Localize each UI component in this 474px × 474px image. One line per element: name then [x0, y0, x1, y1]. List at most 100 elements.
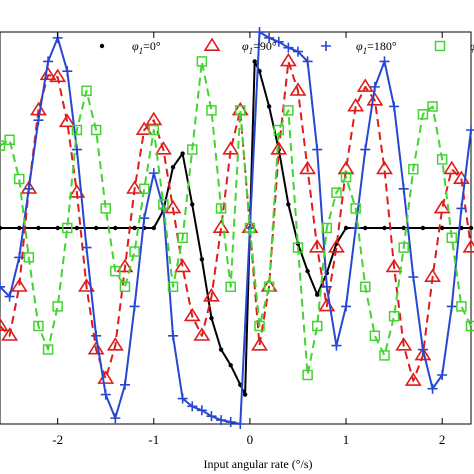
series-4-point — [129, 246, 140, 257]
series-3-point — [273, 36, 284, 47]
series-2-point — [424, 268, 441, 283]
series-4-point — [52, 301, 63, 312]
series-4-point — [33, 320, 44, 332]
series-2-point — [212, 219, 230, 233]
series-1-point — [74, 225, 80, 231]
series-4-point — [215, 203, 227, 214]
x-tick-label: -1 — [148, 432, 159, 447]
series-2 — [0, 52, 474, 386]
series-3-point — [360, 144, 371, 155]
series-3-point — [129, 301, 140, 312]
series-1-point — [199, 257, 205, 262]
series-1-point — [190, 202, 195, 207]
series-4-point — [235, 105, 246, 116]
legend-entry-1: φ1=0° — [99, 39, 161, 56]
series-3-point — [466, 125, 474, 135]
series-1-point — [305, 268, 310, 274]
series-3-point — [283, 42, 294, 53]
series-1-point — [401, 225, 406, 231]
series-2-point — [433, 199, 451, 214]
x-tick-label: -2 — [52, 432, 63, 447]
series-3-point — [408, 272, 419, 282]
series-2-point — [39, 66, 57, 81]
series-4-point — [292, 242, 304, 253]
series-2-point — [58, 113, 76, 128]
series-2-point — [356, 78, 374, 92]
x-tick-label: 0 — [247, 432, 254, 447]
series-4-point — [388, 310, 400, 322]
series-4-line — [0, 60, 472, 376]
series-2-point — [289, 82, 307, 96]
series-4-point — [148, 124, 160, 136]
series-1-point — [343, 225, 349, 231]
series-4-point — [408, 163, 419, 175]
series-2-point — [270, 141, 288, 155]
series-4-point — [110, 265, 121, 277]
series-4-point — [100, 203, 111, 214]
series-4-point — [4, 134, 15, 146]
series-2-point — [404, 372, 422, 386]
series-3-point — [312, 144, 323, 155]
series-1-point — [286, 202, 291, 207]
series-3-point — [4, 291, 15, 302]
series-2-point — [462, 239, 474, 253]
series-1-point — [218, 347, 224, 352]
legend-label: φ1=0° — [132, 39, 161, 56]
series-2-point — [116, 258, 134, 273]
series-4-point — [446, 232, 458, 244]
series-4-point — [350, 203, 361, 214]
series-3-point — [225, 417, 236, 428]
series-1-point — [0, 225, 3, 231]
series-1-point — [36, 225, 41, 231]
series-1-point — [209, 315, 214, 321]
series-3-point — [62, 66, 73, 77]
series-layer — [0, 27, 474, 429]
series-1-point — [180, 151, 185, 156]
series-2-point — [145, 111, 163, 126]
series-4-point — [62, 222, 73, 234]
series-2-point — [222, 141, 240, 155]
series-4-point — [158, 199, 169, 210]
series-1-point — [382, 225, 387, 231]
series-4-point — [465, 320, 474, 332]
series-4-point — [186, 144, 198, 155]
series-4-point — [42, 344, 54, 355]
series-2-point — [164, 199, 182, 214]
legend-marker — [203, 37, 221, 52]
legend-entry-2: φ1=90° — [203, 37, 277, 56]
series-4-point — [119, 281, 131, 293]
series-4-point — [138, 183, 150, 195]
series-2-point — [308, 239, 326, 253]
series-4-point — [90, 124, 102, 136]
series-2-point — [106, 337, 124, 351]
series-3-point — [71, 144, 82, 155]
series-3-line — [0, 31, 472, 425]
legend-marker — [321, 41, 331, 51]
series-3-point — [91, 330, 102, 341]
series-2-point — [385, 258, 403, 273]
series-2-point — [1, 327, 19, 341]
legend-label: φ1=90° — [242, 39, 277, 56]
series-3-point — [417, 344, 428, 355]
series-1-point — [17, 225, 22, 231]
series-2-point — [327, 239, 345, 253]
series-3-point — [369, 81, 380, 92]
series-4-point — [177, 232, 188, 244]
series-2-point — [49, 68, 67, 83]
series-3-point — [119, 379, 130, 390]
series-1-point — [113, 225, 118, 231]
series-4-point — [254, 320, 265, 332]
series-3 — [0, 27, 474, 429]
series-2-point — [126, 180, 144, 194]
series-4-point — [206, 105, 217, 116]
legend: φ1=0° φ1=90° φ1=180° φ1=270° — [99, 37, 474, 56]
legend-entry-3: φ1=180° — [321, 39, 397, 56]
series-3-point — [14, 252, 25, 263]
series-3-point — [321, 281, 332, 292]
series-4-point — [225, 281, 236, 293]
series-2-point — [376, 160, 393, 175]
series-4-point — [360, 281, 371, 293]
x-tick-label: 1 — [343, 432, 350, 447]
series-3-point — [331, 340, 342, 351]
tick-layer: -2 -1 0 1 2 — [52, 32, 445, 447]
